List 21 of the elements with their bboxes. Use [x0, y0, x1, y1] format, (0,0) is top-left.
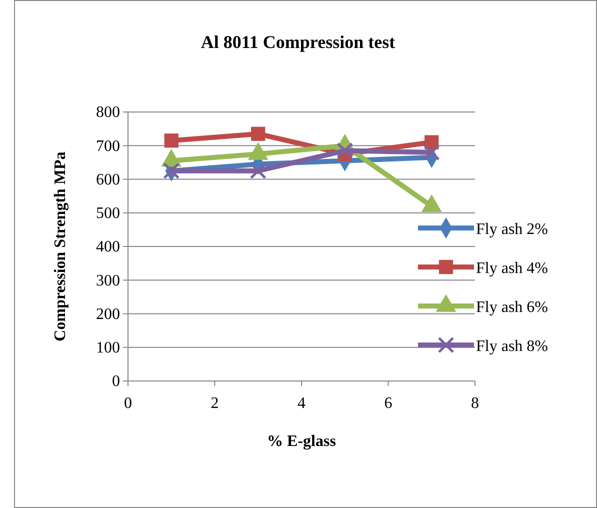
- x-tick-label: 2: [210, 395, 219, 412]
- x-tick-label: 4: [298, 395, 306, 412]
- legend-label: Fly ash 4%: [476, 260, 548, 277]
- y-tick-label: 300: [96, 272, 120, 290]
- chart-title: Al 8011 Compression test: [200, 32, 396, 52]
- y-tick-label: 100: [96, 339, 120, 356]
- y-tick-label: 200: [96, 306, 120, 323]
- x-tick-label: 8: [471, 395, 479, 412]
- x-tick-label: 0: [124, 395, 132, 412]
- y-tick-label: 800: [96, 104, 120, 122]
- y-tick-label: 500: [96, 204, 120, 222]
- legend-label: Fly ash 6%: [476, 299, 548, 316]
- y-tick-label: 600: [96, 171, 120, 188]
- y-axis-title: Compression Strength MPa: [52, 152, 69, 342]
- y-tick-label: 400: [96, 238, 120, 256]
- legend-label: Fly ash 8%: [476, 338, 548, 355]
- x-axis-title: % E-glass: [267, 433, 336, 450]
- legend-label: Fly ash 2%: [476, 221, 548, 238]
- y-tick-label: 0: [112, 373, 120, 390]
- y-tick-label: 700: [96, 138, 120, 155]
- x-tick-label: 6: [384, 395, 392, 412]
